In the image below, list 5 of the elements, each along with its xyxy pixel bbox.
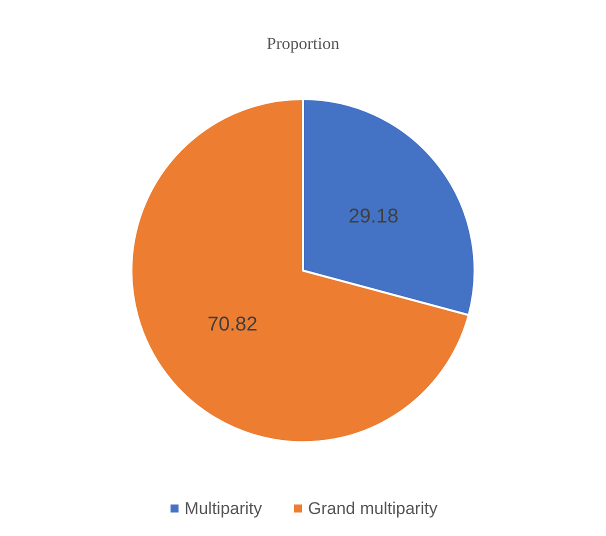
legend-label: Grand multiparity (308, 499, 438, 518)
legend-label: Multiparity (184, 499, 263, 518)
data-label: 70.82 (207, 314, 258, 336)
data-label: 29.18 (348, 206, 399, 228)
chart-title: Proportion (266, 34, 340, 53)
